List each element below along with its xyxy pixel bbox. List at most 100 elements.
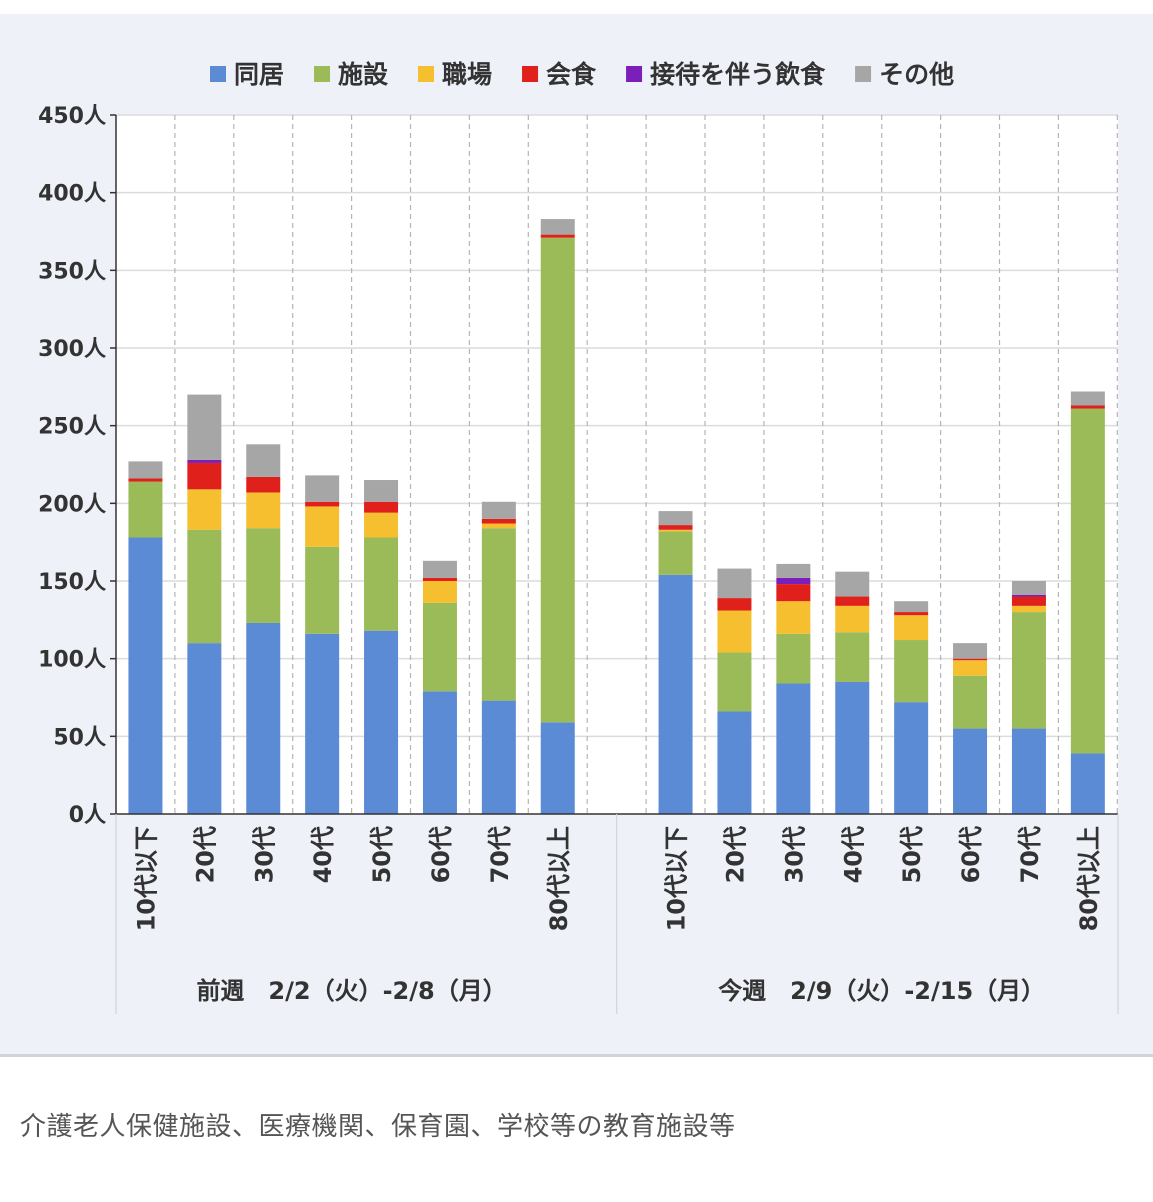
bar-segment: [776, 563, 811, 578]
y-tick-label: 350人: [38, 259, 106, 284]
footnote: 介護老人保健施設、医療機関、保育園、学校等の教育施設等: [20, 1112, 736, 1142]
x-category-label: 30代: [250, 826, 278, 883]
bar-segment: [187, 529, 222, 644]
legend-swatch: [626, 66, 643, 82]
bar-segment: [364, 512, 399, 538]
top-margin: [0, 0, 1153, 14]
bar-segment: [246, 444, 281, 477]
bar-segment: [187, 394, 222, 460]
legend-label: 施設: [338, 60, 389, 89]
bar-segment: [481, 523, 516, 529]
bar-segment: [540, 219, 575, 235]
bar-segment: [776, 683, 811, 814]
bar-segment: [187, 643, 222, 814]
legend-swatch: [418, 66, 435, 82]
chart-panel: 0人 50人 100人 150人 200人 250人 300人 350人 400人 450人 10代…: [0, 14, 1153, 1057]
x-category-label: 20代: [191, 826, 219, 883]
x-category-label: 40代: [839, 826, 867, 883]
stacked-bar-chart: 0人 50人 100人 150人 200人 250人 300人 350人 400人 450人 10代…: [38, 60, 1119, 1014]
bar-segment: [1070, 391, 1105, 406]
bar-segment: [187, 459, 222, 463]
y-tick-label: 400人: [38, 182, 106, 207]
bar-segment: [1011, 728, 1046, 814]
x-category-label: 60代: [957, 826, 985, 883]
legend-label: 同居: [234, 60, 284, 89]
y-tick-label: 200人: [38, 492, 106, 517]
bar-segment: [717, 711, 752, 814]
bar-segment: [246, 476, 281, 493]
bar-segment: [776, 584, 811, 602]
bar-segment: [364, 630, 399, 814]
bar-segment: [246, 528, 281, 623]
bar-segment: [658, 525, 693, 530]
bar-segment: [128, 478, 163, 482]
bar-segment: [717, 652, 752, 712]
x-category-label: 50代: [368, 826, 396, 883]
bar-segment: [658, 511, 693, 526]
y-tick-label: 50人: [53, 725, 106, 750]
bar-segment: [835, 605, 870, 633]
group-label: 今週 2/9（火）-2/15（月）: [718, 977, 1045, 1005]
bar-segment: [717, 598, 752, 611]
x-category-label: 30代: [780, 826, 808, 883]
bar-segment: [658, 531, 693, 575]
bar-segment: [364, 537, 399, 631]
bar-segment: [835, 681, 870, 814]
legend-swatch: [210, 66, 226, 82]
bar-segment: [481, 501, 516, 519]
bar-segment: [187, 489, 222, 530]
x-category-label: 20代: [721, 826, 749, 883]
bar-segment: [422, 560, 457, 578]
bar-segment: [481, 518, 516, 524]
bar-segment: [1070, 408, 1105, 754]
bar-segment: [422, 577, 457, 581]
bar-segment: [422, 691, 457, 814]
legend-label: その他: [879, 60, 954, 89]
x-category-label: 50代: [898, 826, 926, 883]
bar-segment: [305, 506, 340, 547]
x-category-label: 10代以下: [132, 826, 160, 931]
legend-swatch: [522, 66, 539, 82]
legend-swatch: [314, 66, 331, 82]
bar-segment: [1011, 605, 1046, 613]
x-category-label: 60代: [427, 826, 455, 883]
bar-segment: [422, 581, 457, 603]
bar-segment: [422, 602, 457, 692]
group-label: 前週 2/2（火）-2/8（月）: [196, 977, 506, 1005]
bar-segment: [1011, 612, 1046, 729]
bar-segment: [1070, 753, 1105, 814]
bar-segment: [305, 633, 340, 814]
bar-segment: [835, 596, 870, 606]
bar-segment: [305, 475, 340, 502]
bar-segment: [776, 601, 811, 634]
legend-label: 職場: [442, 60, 492, 89]
bar-segment: [953, 643, 988, 659]
y-tick-label: 300人: [38, 337, 106, 362]
plot-area: [116, 115, 1118, 814]
x-category-label: 10代以下: [663, 826, 691, 931]
bar-segment: [658, 529, 693, 532]
bar-segment: [128, 461, 163, 479]
bar-segment: [540, 722, 575, 814]
bar-segment: [364, 501, 399, 513]
bar-segment: [717, 610, 752, 653]
bar-segment: [481, 700, 516, 814]
bar-segment: [481, 528, 516, 701]
bar-segment: [1011, 596, 1046, 606]
x-category-label: 70代: [1016, 826, 1044, 883]
bar-segment: [540, 234, 575, 238]
y-tick-label: 150人: [38, 570, 106, 595]
bar-segment: [835, 571, 870, 597]
legend-label: 接待を伴う飲食: [650, 60, 826, 89]
bar-segment: [128, 481, 163, 538]
bar-segment: [540, 237, 575, 723]
bar-segment: [894, 612, 929, 616]
y-tick-label: 450人: [38, 104, 106, 129]
bar-segment: [1070, 405, 1105, 409]
bar-segment: [246, 622, 281, 814]
bar-segment: [776, 577, 811, 585]
y-tick-label: 250人: [38, 415, 106, 440]
bar-segment: [1011, 594, 1046, 597]
bar-segment: [894, 702, 929, 814]
bar-segment: [953, 660, 988, 676]
